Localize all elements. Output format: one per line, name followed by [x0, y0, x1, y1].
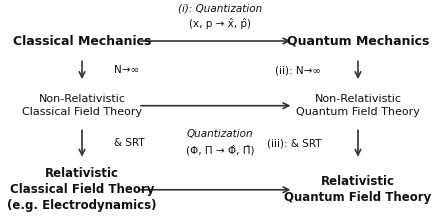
Text: (i): Quantization: (i): Quantization: [178, 4, 262, 14]
Text: Relativistic
Quantum Field Theory: Relativistic Quantum Field Theory: [284, 175, 432, 204]
Text: Non-Relativistic
Quantum Field Theory: Non-Relativistic Quantum Field Theory: [296, 94, 420, 117]
Text: Non-Relativistic
Classical Field Theory: Non-Relativistic Classical Field Theory: [22, 94, 142, 117]
Text: Classical Mechanics: Classical Mechanics: [13, 35, 151, 48]
Text: (x, p → x̂, p̂): (x, p → x̂, p̂): [189, 18, 251, 29]
Text: N→∞: N→∞: [114, 65, 139, 75]
Text: & SRT: & SRT: [114, 138, 145, 148]
Text: (iii): & SRT: (iii): & SRT: [267, 138, 321, 148]
Text: Relativistic
Classical Field Theory
(e.g. Electrodynamics): Relativistic Classical Field Theory (e.g…: [7, 167, 157, 212]
Text: (ii): N→∞: (ii): N→∞: [275, 65, 321, 75]
Text: (Φ, Π → Φ̂, Π̂): (Φ, Π → Φ̂, Π̂): [186, 145, 254, 155]
Text: Quantum Mechanics: Quantum Mechanics: [287, 35, 429, 48]
Text: Quantization: Quantization: [187, 129, 253, 139]
